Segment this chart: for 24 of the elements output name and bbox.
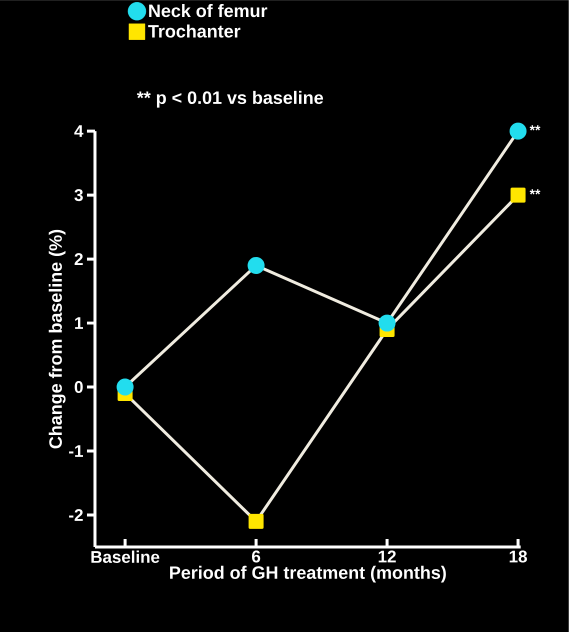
text: ** p < 0.01 vs baseline [136, 90, 324, 108]
annotation: ** [530, 189, 540, 194]
x-tick-label: 6 [252, 550, 260, 563]
legend-label: Neck of femur [149, 4, 268, 18]
y-tick-label: 3 [74, 189, 83, 202]
point [510, 188, 526, 203]
y-tick-label: -1 [69, 445, 84, 457]
point [248, 256, 265, 274]
point [378, 314, 396, 332]
y-tick-label: -2 [69, 509, 83, 521]
legend-label: Trochanter [148, 24, 240, 38]
y-tick-label: 0 [74, 381, 83, 394]
point [116, 378, 134, 396]
y-tick-label: 2 [74, 253, 83, 265]
y-tick-label: 4 [74, 125, 84, 137]
point [248, 514, 264, 529]
x-tick-label: 12 [378, 550, 396, 562]
x-tick-label: Baseline [91, 550, 160, 563]
annotation: ** [530, 125, 540, 130]
point [510, 122, 527, 140]
y-tick-label: 1 [75, 317, 84, 329]
x-tick-label: 18 [510, 550, 528, 563]
x-axis-title: Period of GH treatment (months) [170, 566, 446, 583]
y-axis-title: Change from baseline (%) [48, 230, 66, 448]
